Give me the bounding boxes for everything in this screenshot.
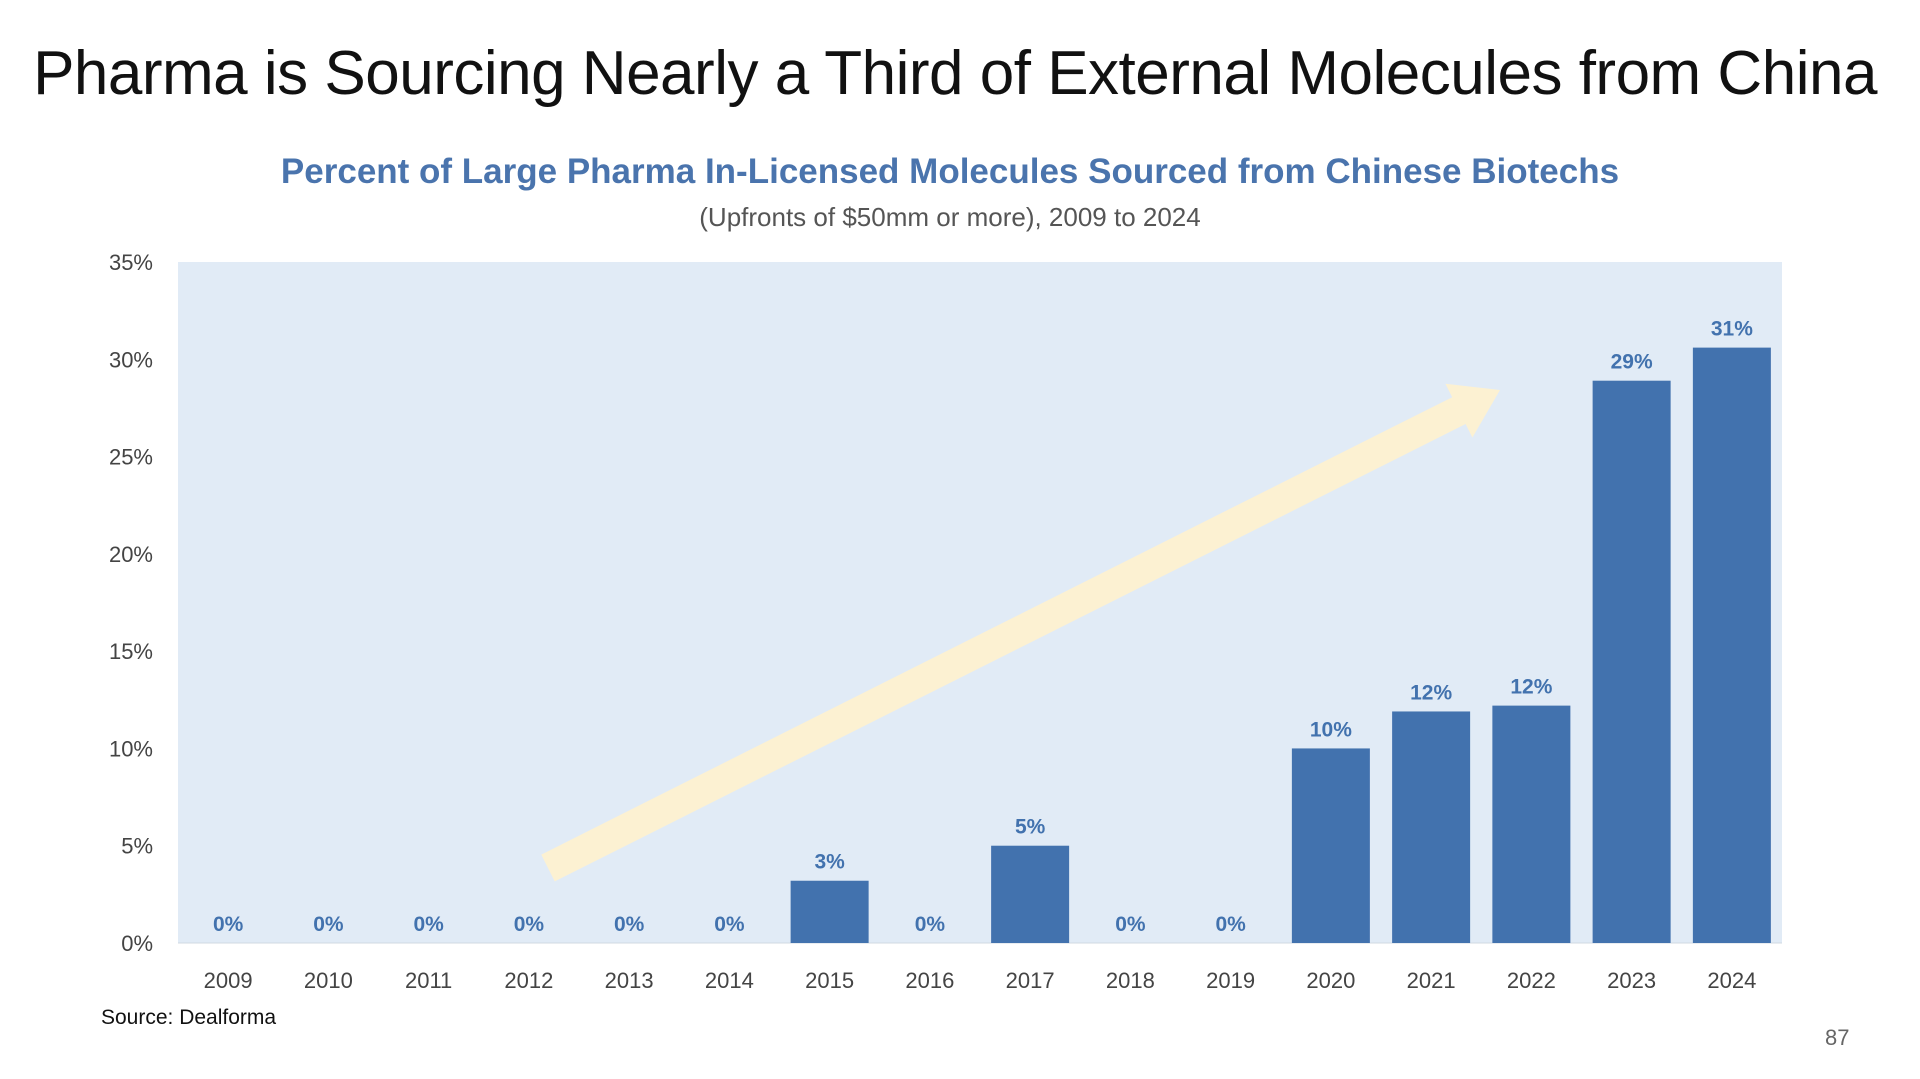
data-label-2024: 31% [1711, 318, 1753, 341]
x-tick-label-2021: 2021 [1407, 968, 1456, 993]
data-label-2012: 0% [514, 913, 545, 936]
data-label-2013: 0% [614, 913, 645, 936]
data-label-2009: 0% [213, 913, 244, 936]
bar-2020 [1291, 748, 1370, 943]
y-tick-label: 20% [109, 542, 153, 567]
x-axis: 2009 2010 2011 2012 2013 2014 2015 2016 2017 2018… [204, 968, 1757, 993]
x-tick-label-2020: 2020 [1306, 968, 1355, 993]
chart-subtitle: (Upfronts of $50mm or more), 2009 to 202… [699, 202, 1201, 232]
chart-title: Percent of Large Pharma In-Licensed Mole… [280, 152, 1620, 191]
x-tick-label-2009: 2009 [204, 968, 253, 993]
y-tick-label: 0% [121, 931, 153, 956]
data-label-2014: 0% [714, 913, 745, 936]
data-label-2023: 29% [1611, 351, 1653, 374]
x-tick-label-2015: 2015 [805, 968, 854, 993]
y-tick-label: 10% [109, 736, 153, 761]
bar-2024 [1692, 347, 1771, 943]
y-tick-label: 25% [109, 445, 153, 470]
x-tick-label-2022: 2022 [1507, 968, 1556, 993]
trend-arrow-icon [541, 383, 1500, 882]
x-tick-label-2024: 2024 [1707, 968, 1756, 993]
data-label-2015: 3% [814, 851, 845, 874]
data-labels-group: 0% 0% 0% 0% 0% 0% 3% 0% 5% 0% 0% 10% 12% 12% 29% 31% [213, 318, 1753, 936]
data-label-2010: 0% [313, 913, 344, 936]
bars-group [790, 347, 1771, 943]
bar-2022 [1492, 705, 1571, 943]
x-tick-label-2010: 2010 [304, 968, 353, 993]
x-tick-label-2011: 2011 [405, 968, 452, 993]
data-label-2020: 10% [1310, 718, 1352, 741]
data-label-2022: 12% [1510, 676, 1552, 699]
y-tick-label: 30% [109, 347, 153, 372]
x-tick-label-2017: 2017 [1006, 968, 1055, 993]
page-number: 87 [1825, 1025, 1850, 1050]
y-axis: 0% 5% 10% 15% 20% 25% 30% 35% [109, 250, 153, 956]
data-label-2019: 0% [1215, 913, 1246, 936]
data-label-2021: 12% [1410, 681, 1452, 704]
x-tick-label-2013: 2013 [605, 968, 654, 993]
y-tick-label: 35% [109, 250, 153, 275]
data-label-2017: 5% [1015, 816, 1046, 839]
data-label-2016: 0% [915, 913, 946, 936]
bar-2015 [790, 880, 869, 943]
y-tick-label: 5% [121, 834, 153, 859]
source-note: Source: Dealforma [101, 1006, 277, 1029]
x-tick-label-2019: 2019 [1206, 968, 1255, 993]
x-tick-label-2014: 2014 [705, 968, 754, 993]
x-tick-label-2016: 2016 [905, 968, 954, 993]
y-tick-label: 15% [109, 639, 153, 664]
bar-2023 [1592, 380, 1671, 943]
data-label-2011: 0% [413, 913, 444, 936]
data-label-2018: 0% [1115, 913, 1146, 936]
bar-2021 [1392, 711, 1471, 943]
bar-2017 [991, 845, 1070, 943]
slide-title: Pharma is Sourcing Nearly a Third of Ext… [33, 39, 1877, 108]
x-tick-label-2023: 2023 [1607, 968, 1656, 993]
x-tick-label-2018: 2018 [1106, 968, 1155, 993]
x-tick-label-2012: 2012 [504, 968, 553, 993]
